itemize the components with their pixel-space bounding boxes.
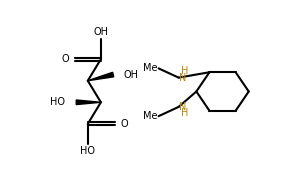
Text: O: O <box>120 119 128 129</box>
Text: H: H <box>181 108 189 118</box>
Text: H: H <box>181 66 189 76</box>
Text: N: N <box>179 73 187 83</box>
Text: Me: Me <box>143 63 157 73</box>
Text: OH: OH <box>124 70 139 80</box>
Text: N: N <box>179 102 187 112</box>
Polygon shape <box>88 72 114 81</box>
Text: OH: OH <box>93 27 108 37</box>
Text: O: O <box>62 54 69 64</box>
Text: Me: Me <box>143 111 157 121</box>
Text: HO: HO <box>80 146 95 156</box>
Polygon shape <box>76 100 101 105</box>
Text: HO: HO <box>50 97 65 107</box>
